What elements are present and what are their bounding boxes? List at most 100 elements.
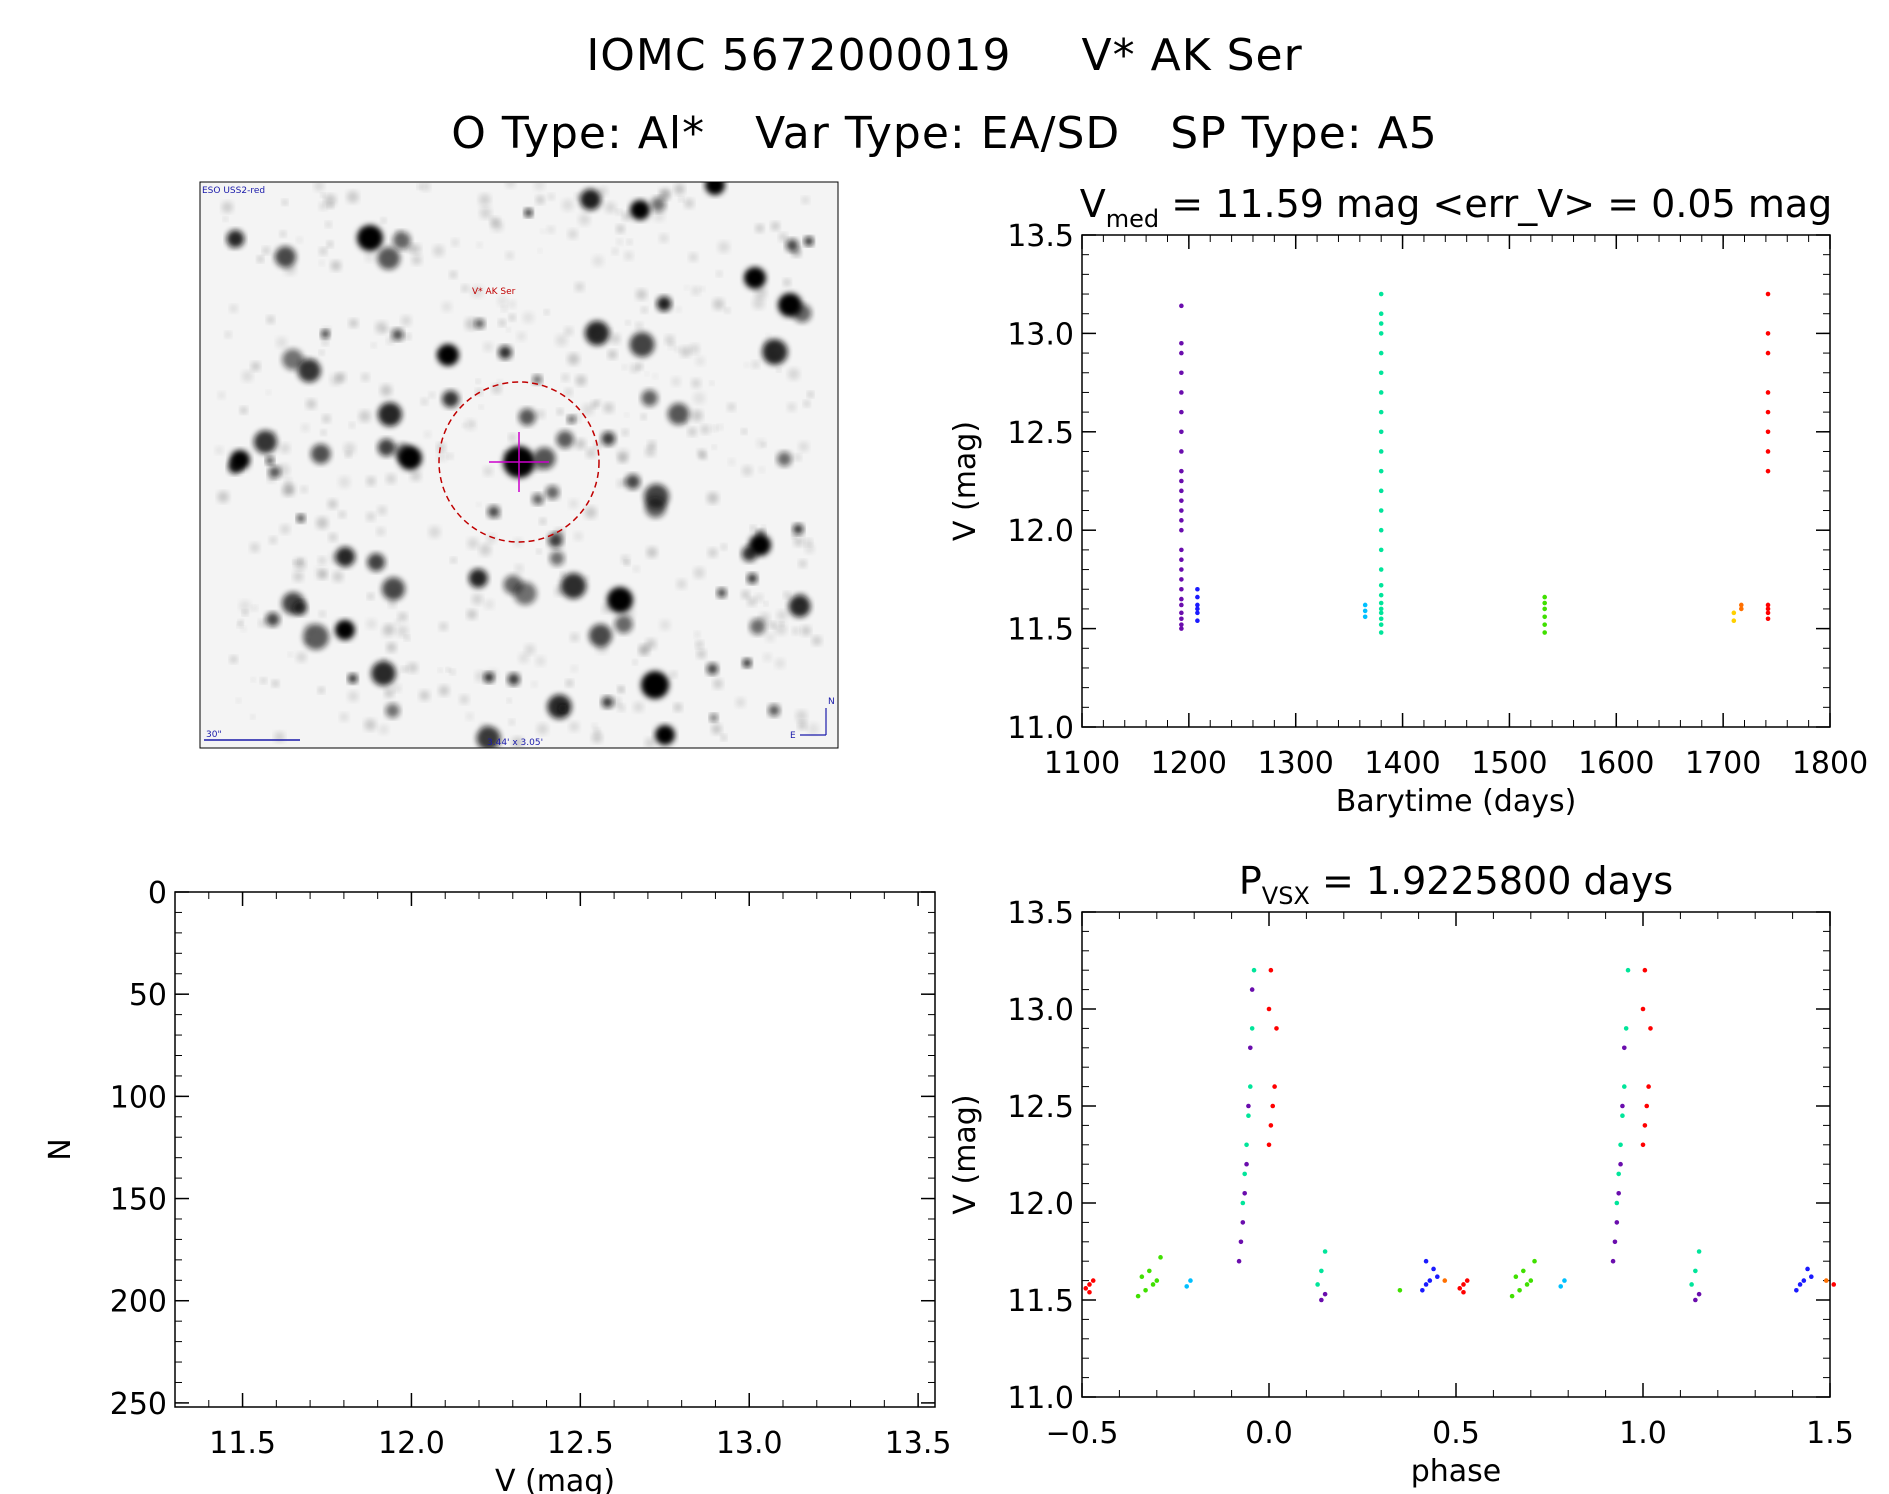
field-star (645, 496, 666, 518)
field-star (297, 359, 321, 383)
target-circle (438, 381, 600, 543)
data-point (1461, 1289, 1466, 1295)
background-star (386, 642, 397, 653)
field-star (742, 658, 752, 668)
background-star (364, 252, 375, 262)
data-point (1378, 429, 1384, 435)
data-point (1315, 1282, 1320, 1287)
background-star (484, 599, 495, 610)
data-point (1184, 1284, 1190, 1289)
background-star (534, 182, 545, 191)
field-star (293, 600, 308, 616)
background-star (684, 285, 689, 290)
data-point (1322, 1249, 1328, 1254)
background-star (316, 517, 329, 529)
data-point (1246, 1113, 1251, 1118)
bright-star (705, 182, 725, 195)
background-star (747, 597, 757, 606)
background-star (518, 653, 529, 664)
data-point (1195, 618, 1200, 624)
data-point (1083, 1286, 1089, 1291)
data-point (1542, 614, 1547, 620)
data-point (1378, 630, 1384, 635)
background-star (812, 635, 822, 646)
background-star (388, 600, 397, 608)
background-star (803, 400, 810, 407)
background-star (287, 652, 293, 657)
data-point (1378, 547, 1384, 553)
x-tick-label: 12.0 (378, 1426, 445, 1461)
background-star (771, 221, 780, 231)
field-star (487, 505, 500, 518)
background-star (570, 665, 578, 672)
data-point (1179, 527, 1184, 533)
background-star (251, 361, 261, 371)
background-star (660, 190, 670, 200)
data-point (1188, 1278, 1193, 1283)
field-star (579, 188, 602, 211)
data-point (1244, 1161, 1249, 1167)
background-star (653, 210, 665, 222)
data-point (1179, 508, 1184, 513)
background-star (792, 627, 800, 635)
data-point (1378, 600, 1384, 606)
background-star (407, 662, 418, 673)
background-star (293, 571, 304, 582)
data-point (1765, 331, 1771, 336)
background-star (286, 486, 293, 493)
background-star (404, 635, 410, 641)
data-point (1794, 1288, 1799, 1293)
background-star (569, 721, 580, 732)
data-point (1562, 1278, 1567, 1283)
background-star (411, 244, 421, 254)
background-star (695, 356, 705, 366)
background-star (646, 547, 658, 558)
background-star (756, 438, 766, 448)
field-star (377, 402, 402, 427)
background-star (776, 610, 788, 621)
y-tick-label: 100 (110, 1080, 167, 1115)
data-point (1246, 1103, 1251, 1109)
background-star (319, 247, 327, 256)
y-tick-label: 13.0 (1007, 317, 1074, 352)
data-point (1646, 1084, 1651, 1089)
background-star (592, 255, 604, 267)
background-star (671, 376, 681, 387)
background-star (567, 353, 580, 365)
field-star (641, 389, 658, 407)
data-point (1521, 1268, 1526, 1274)
data-point (1195, 606, 1200, 612)
background-star (633, 701, 644, 713)
background-star (322, 414, 331, 423)
background-star (284, 478, 292, 486)
field-star (377, 246, 401, 270)
background-star (537, 248, 542, 253)
background-star (556, 408, 564, 415)
background-star (647, 440, 656, 449)
background-star (564, 327, 573, 336)
finder-size-label: 3.44' x 3.05' (487, 738, 543, 748)
x-tick-label: 1700 (1685, 746, 1761, 781)
background-star (364, 719, 377, 731)
background-star (700, 286, 705, 292)
bright-star (630, 200, 650, 220)
field-star (265, 456, 274, 465)
background-star (450, 557, 457, 564)
bright-star (744, 267, 766, 289)
background-star (711, 724, 722, 735)
data-point (1087, 1282, 1092, 1287)
field-star (274, 246, 297, 268)
data-point (1378, 468, 1384, 474)
data-point (1731, 610, 1737, 616)
background-star (322, 338, 329, 346)
background-star (451, 238, 459, 247)
bright-star (437, 344, 459, 366)
field-star (601, 696, 614, 709)
compass-icon: N E (790, 697, 835, 741)
background-star (483, 342, 493, 352)
background-star (318, 569, 328, 579)
background-star (617, 704, 625, 712)
background-star (343, 442, 356, 455)
data-point (1765, 602, 1771, 608)
data-point (1362, 608, 1368, 614)
